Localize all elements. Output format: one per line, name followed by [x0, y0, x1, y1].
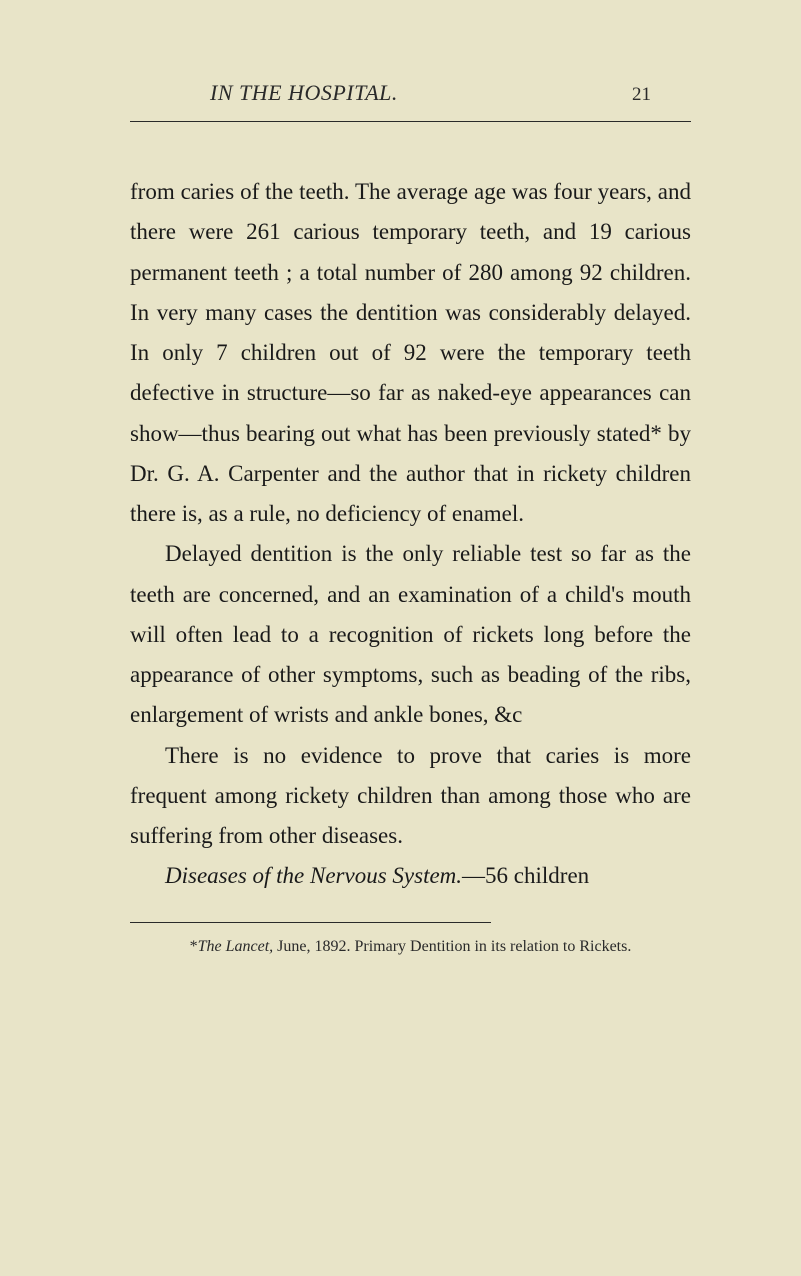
paragraph-4-suffix: —56 children: [462, 863, 589, 888]
page-header: IN THE HOSPITAL. 21: [110, 80, 711, 106]
page-container: IN THE HOSPITAL. 21 from caries of the t…: [0, 0, 801, 1276]
paragraph-3: There is no evidence to prove that carie…: [130, 736, 691, 857]
header-title: IN THE HOSPITAL.: [210, 80, 398, 106]
body-text: from caries of the teeth. The average ag…: [110, 172, 711, 897]
page-number: 21: [632, 84, 651, 106]
footnote-remainder: June, 1892. Primary Dentition in its rel…: [273, 938, 631, 955]
footnote: *The Lancet, June, 1892. Primary Dentiti…: [110, 935, 711, 959]
footnote-divider: [130, 922, 491, 923]
footnote-marker: *: [190, 938, 198, 955]
paragraph-1: from caries of the teeth. The average ag…: [130, 172, 691, 534]
header-divider: [130, 121, 691, 122]
footnote-source: The Lancet,: [198, 938, 274, 955]
paragraph-2: Delayed dentition is the only reliable t…: [130, 534, 691, 735]
paragraph-4: Diseases of the Nervous System.—56 child…: [130, 856, 691, 896]
paragraph-4-italic: Diseases of the Nervous System.: [165, 863, 462, 888]
